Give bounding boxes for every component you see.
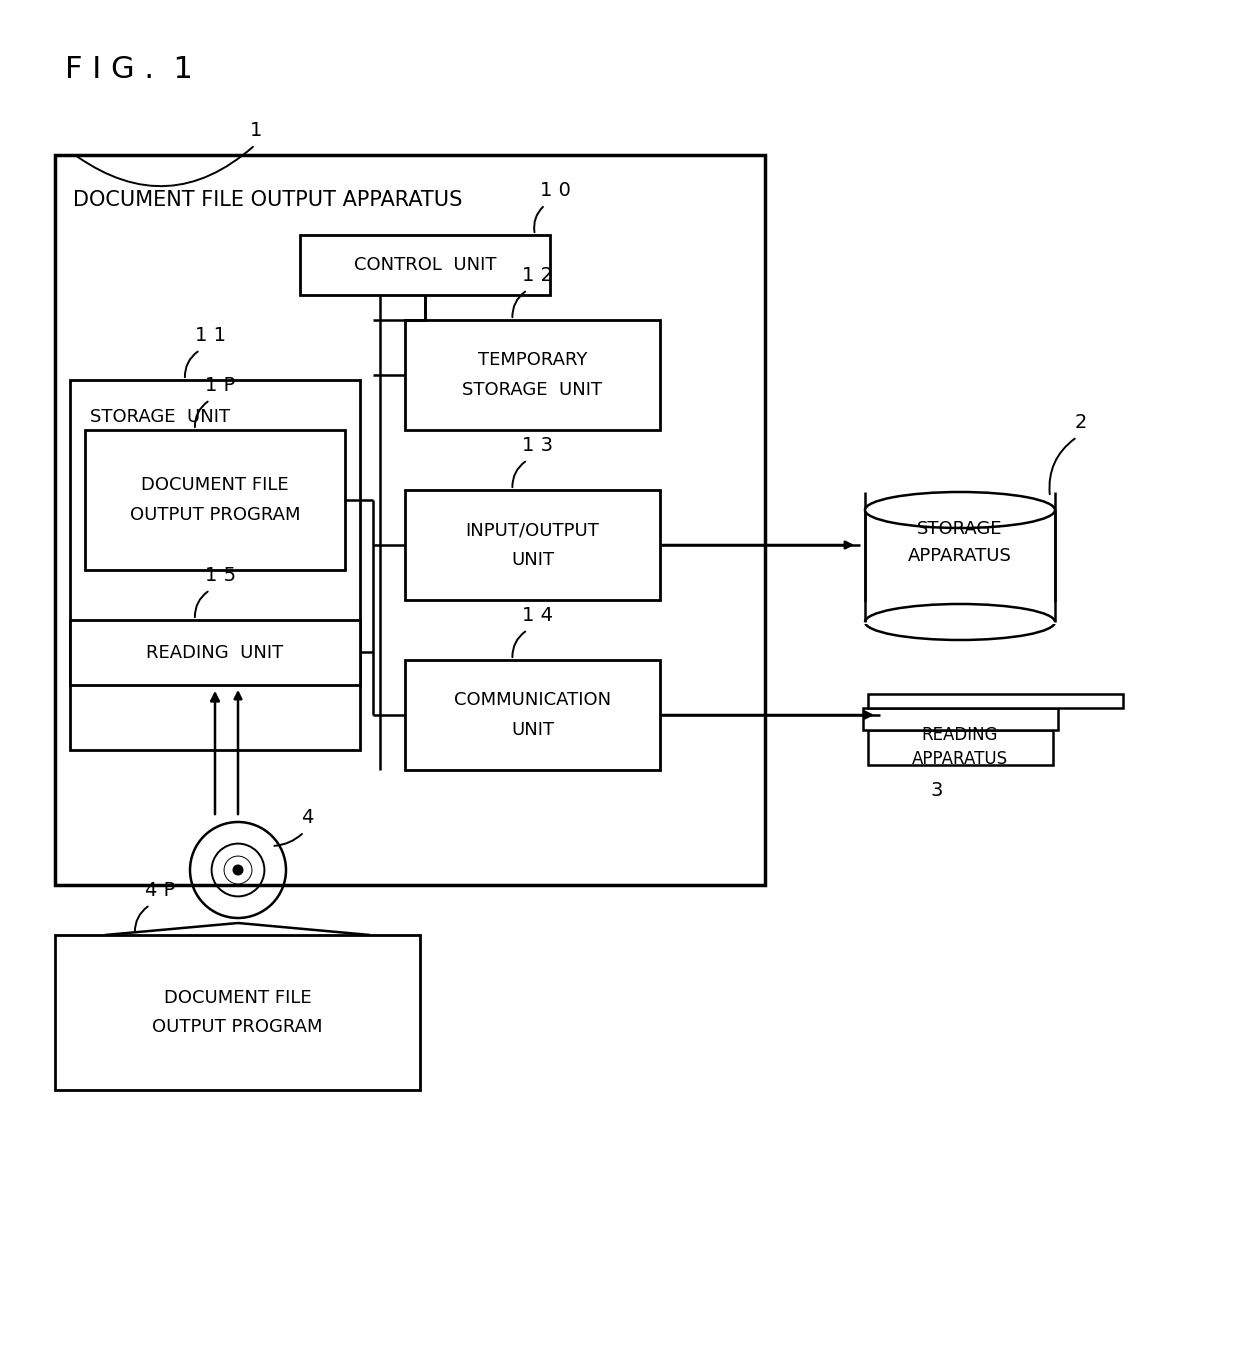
Text: 2: 2 <box>1075 414 1087 433</box>
Text: F I G .  1: F I G . 1 <box>64 56 193 84</box>
Text: 1 5: 1 5 <box>205 565 236 584</box>
Text: TEMPORARY
STORAGE  UNIT: TEMPORARY STORAGE UNIT <box>463 351 603 399</box>
Bar <box>405 320 660 430</box>
Text: DOCUMENT FILE
OUTPUT PROGRAM: DOCUMENT FILE OUTPUT PROGRAM <box>130 476 300 523</box>
Text: 1 3: 1 3 <box>522 437 553 456</box>
Text: INPUT/OUTPUT
UNIT: INPUT/OUTPUT UNIT <box>465 522 599 568</box>
Text: 4: 4 <box>301 808 314 827</box>
Bar <box>300 235 551 296</box>
Circle shape <box>233 865 243 875</box>
Text: 1 2: 1 2 <box>522 266 553 285</box>
Text: 4 P: 4 P <box>145 881 175 900</box>
Bar <box>69 380 360 750</box>
Bar <box>86 430 345 570</box>
Bar <box>405 660 660 770</box>
Text: 3: 3 <box>930 781 942 800</box>
Bar <box>69 620 360 685</box>
Bar <box>55 936 420 1090</box>
Ellipse shape <box>866 603 1055 640</box>
Bar <box>868 694 1123 708</box>
Text: 1 4: 1 4 <box>522 606 553 625</box>
Circle shape <box>224 857 252 884</box>
Text: CONTROL  UNIT: CONTROL UNIT <box>353 256 496 274</box>
Text: STORAGE  UNIT: STORAGE UNIT <box>91 408 231 426</box>
Bar <box>55 155 765 885</box>
Text: READING  UNIT: READING UNIT <box>146 644 284 662</box>
Text: READING
APPARATUS: READING APPARATUS <box>911 725 1008 769</box>
Text: DOCUMENT FILE OUTPUT APPARATUS: DOCUMENT FILE OUTPUT APPARATUS <box>73 190 463 210</box>
Bar <box>863 602 1056 624</box>
Bar <box>868 730 1053 765</box>
Text: STORAGE
APPARATUS: STORAGE APPARATUS <box>908 521 1012 564</box>
Text: 1 0: 1 0 <box>539 180 570 199</box>
Text: 1 1: 1 1 <box>195 325 226 344</box>
Bar <box>863 708 1058 730</box>
Text: 1 P: 1 P <box>205 376 236 395</box>
Text: 1: 1 <box>250 121 263 140</box>
Bar <box>405 490 660 599</box>
Text: DOCUMENT FILE
OUTPUT PROGRAM: DOCUMENT FILE OUTPUT PROGRAM <box>153 989 322 1036</box>
Text: COMMUNICATION
UNIT: COMMUNICATION UNIT <box>454 692 611 739</box>
Ellipse shape <box>866 492 1055 527</box>
